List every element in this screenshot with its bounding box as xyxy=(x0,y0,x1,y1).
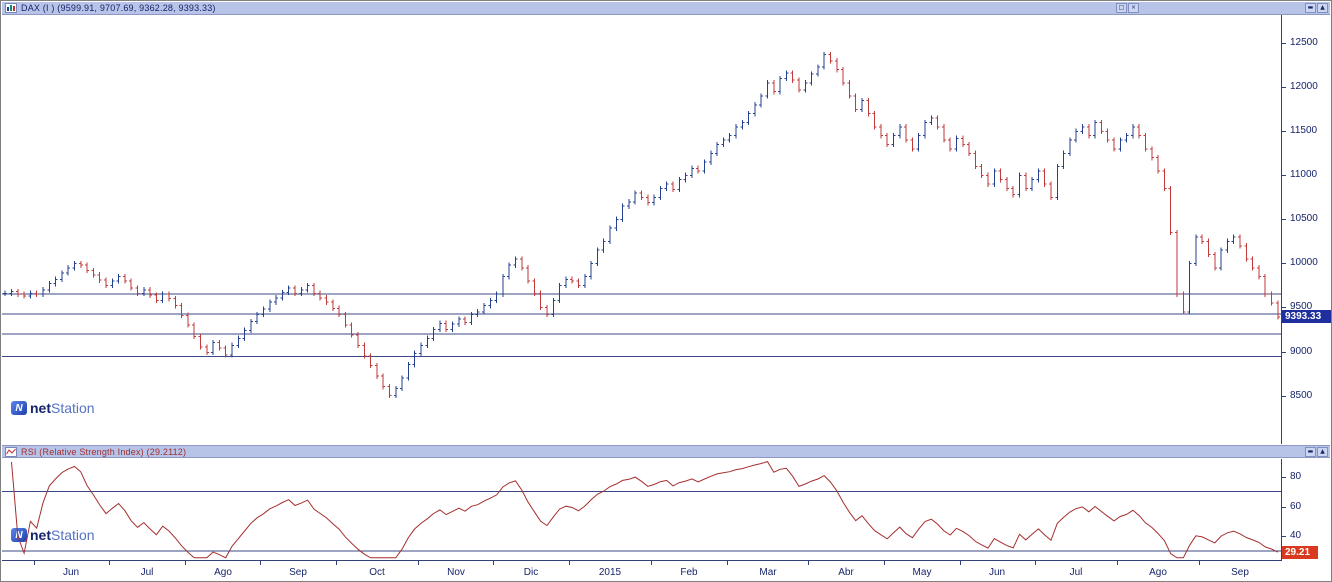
time-axis-tick xyxy=(109,561,110,565)
time-axis-tick xyxy=(960,561,961,565)
month-label: Sep xyxy=(1231,567,1249,578)
axis-tick xyxy=(1282,352,1286,353)
panel-minimize-button[interactable]: ▬ xyxy=(1305,3,1316,13)
rsi-value-axis[interactable]: 40 60 80 xyxy=(1281,459,1331,560)
netstation-logo: N netStation xyxy=(11,401,95,415)
price-axis-label: 9500 xyxy=(1290,301,1313,312)
price-bars-up xyxy=(3,52,1236,399)
rsi-axis-label: 80 xyxy=(1290,471,1302,482)
axis-tick xyxy=(1282,536,1286,537)
axis-scroll-up-button[interactable]: ▲ xyxy=(1317,3,1328,13)
axis-tick xyxy=(1282,175,1286,176)
axis-tick xyxy=(1282,87,1286,88)
close-button[interactable]: × xyxy=(1128,3,1139,13)
time-axis-tick xyxy=(727,561,728,565)
netstation-wordmark: netStation xyxy=(30,527,95,543)
netstation-icon: N xyxy=(11,528,27,542)
last-price-tag: 9393.33 xyxy=(1282,310,1331,323)
time-axis-tick xyxy=(884,561,885,565)
time-axis-tick xyxy=(185,561,186,565)
time-axis-tick xyxy=(651,561,652,565)
price-axis-label: 12000 xyxy=(1290,81,1318,92)
axis-tick xyxy=(1282,396,1286,397)
netstation-logo: N netStation xyxy=(11,528,95,542)
axis-tick xyxy=(1282,507,1286,508)
rsi-chart[interactable] xyxy=(2,459,1281,560)
dax-titlebar[interactable]: DAX (I ) (9599.91, 9707.69, 9362.28, 939… xyxy=(2,2,1330,15)
price-axis-label: 11500 xyxy=(1290,125,1318,136)
price-axis-label: 12500 xyxy=(1290,37,1318,48)
time-axis-tick xyxy=(260,561,261,565)
netstation-icon: N xyxy=(11,401,27,415)
rsi-titlebar[interactable]: RSI (Relative Strength Index) (29.2112) … xyxy=(2,445,1330,458)
month-label: Dic xyxy=(523,567,539,578)
axis-tick xyxy=(1282,43,1286,44)
price-axis-label: 10500 xyxy=(1290,213,1318,224)
rsi-line xyxy=(11,461,1279,559)
support-resistance-lines xyxy=(2,293,1281,357)
time-axis-tick xyxy=(336,561,337,565)
month-label: Jun xyxy=(988,567,1006,578)
price-axis-label: 10000 xyxy=(1290,257,1318,268)
axis-tick xyxy=(1282,219,1286,220)
month-label: Jun xyxy=(62,567,80,578)
price-bars-down xyxy=(15,52,1280,399)
month-label: Jul xyxy=(1069,567,1083,578)
month-label: Sep xyxy=(289,567,307,578)
time-axis-tick xyxy=(808,561,809,565)
time-axis[interactable]: Jun Jul Ago Sep Oct Nov Dic 2015 Feb Mar Abr May Jun… xyxy=(2,560,1282,581)
time-axis-tick xyxy=(418,561,419,565)
dax-title: DAX (I ) (9599.91, 9707.69, 9362.28, 939… xyxy=(21,3,216,13)
month-label: Ago xyxy=(214,567,232,578)
dax-axis-buttons: ▬ ▲ xyxy=(1305,3,1328,13)
rsi-axis-label: 60 xyxy=(1290,501,1302,512)
panel-minimize-button[interactable]: ▬ xyxy=(1305,447,1316,457)
month-label: Abr xyxy=(838,567,854,578)
axis-tick xyxy=(1282,263,1286,264)
time-axis-tick xyxy=(1117,561,1118,565)
rsi-axis-label: 40 xyxy=(1290,530,1302,541)
month-label: Feb xyxy=(680,567,698,578)
time-axis-tick xyxy=(34,561,35,565)
month-label: Ago xyxy=(1149,567,1167,578)
time-axis-tick xyxy=(1035,561,1036,565)
month-label: 2015 xyxy=(598,567,622,578)
dax-price-axis[interactable]: 8500 9000 9500 10000 10500 11000 11500 12000 125… xyxy=(1281,15,1331,444)
price-axis-label: 8500 xyxy=(1290,390,1313,401)
netstation-wordmark: netStation xyxy=(30,400,95,416)
rsi-title: RSI (Relative Strength Index) (29.2112) xyxy=(21,446,187,457)
rsi-axis-buttons: ▬ ▲ xyxy=(1305,447,1328,457)
month-label: Mar xyxy=(759,567,777,578)
restore-button[interactable]: □ xyxy=(1116,3,1127,13)
axis-scroll-up-button[interactable]: ▲ xyxy=(1317,447,1328,457)
axis-tick xyxy=(1282,477,1286,478)
month-label: Jul xyxy=(140,567,154,578)
price-axis-label: 11000 xyxy=(1290,169,1318,180)
month-label: Nov xyxy=(447,567,465,578)
time-axis-tick xyxy=(493,561,494,565)
axis-tick xyxy=(1282,307,1286,308)
chart-window-icon xyxy=(5,3,17,13)
dax-window-buttons: □ × xyxy=(1116,3,1139,13)
axis-tick xyxy=(1282,131,1286,132)
month-label: Oct xyxy=(369,567,385,578)
rsi-level-lines xyxy=(2,491,1281,552)
time-axis-tick xyxy=(1199,561,1200,565)
price-axis-label: 9000 xyxy=(1290,346,1313,357)
rsi-value-tag: 29.21 xyxy=(1282,546,1318,559)
dax-chart[interactable] xyxy=(2,15,1281,444)
month-label: May xyxy=(912,567,932,578)
time-axis-tick xyxy=(569,561,570,565)
indicator-window-icon xyxy=(5,446,17,457)
